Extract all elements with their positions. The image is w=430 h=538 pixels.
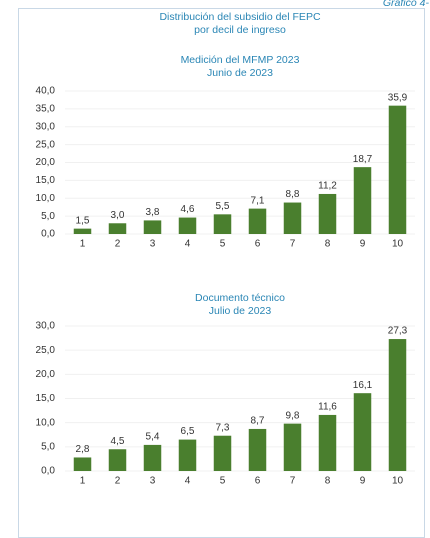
chart-subtitle: Julio de 2023	[209, 305, 272, 317]
y-tick-label: 10,0	[36, 193, 56, 204]
x-tick-label: 10	[392, 476, 404, 487]
x-tick-label: 10	[392, 239, 404, 250]
bar	[248, 428, 267, 471]
x-tick-label: 9	[360, 476, 366, 487]
y-tick-label: 15,0	[36, 393, 56, 404]
bar	[248, 208, 267, 234]
y-tick-label: 10,0	[36, 417, 56, 428]
x-tick-label: 4	[185, 239, 191, 250]
x-tick-label: 1	[80, 476, 86, 487]
y-tick-label: 20,0	[36, 369, 56, 380]
x-tick-label: 9	[360, 239, 366, 250]
value-label: 2,8	[76, 444, 90, 455]
bar	[108, 449, 127, 471]
bar	[143, 444, 162, 471]
bar	[108, 223, 127, 234]
chart-title: Documento técnico	[195, 292, 285, 304]
x-tick-label: 4	[185, 476, 191, 487]
value-label: 16,1	[353, 380, 373, 391]
y-tick-label: 35,0	[36, 104, 56, 115]
bar	[143, 220, 162, 234]
value-label: 11,6	[318, 402, 337, 413]
value-label: 6,5	[181, 426, 195, 437]
value-label: 35,9	[388, 92, 408, 103]
y-tick-label: 5,0	[41, 441, 55, 452]
value-label: 5,4	[146, 432, 160, 443]
bar	[388, 339, 407, 471]
y-tick-label: 25,0	[36, 345, 56, 356]
value-label: 4,5	[111, 436, 125, 447]
y-tick-label: 30,0	[36, 321, 56, 332]
bar	[318, 193, 337, 234]
x-tick-label: 3	[150, 239, 156, 250]
bar	[353, 167, 372, 234]
x-tick-label: 6	[255, 239, 261, 250]
value-label: 8,7	[251, 416, 265, 427]
bar	[283, 202, 302, 234]
figure-label: Gráfico 4-	[383, 0, 430, 9]
bar	[73, 228, 92, 234]
value-label: 18,7	[353, 154, 373, 165]
x-tick-label: 2	[115, 239, 121, 250]
bar	[213, 214, 232, 234]
value-label: 27,3	[388, 326, 408, 337]
x-tick-label: 2	[115, 476, 121, 487]
value-label: 1,5	[76, 215, 90, 226]
y-tick-label: 0,0	[41, 229, 55, 240]
value-label: 3,8	[146, 207, 160, 218]
y-tick-label: 15,0	[36, 175, 56, 186]
x-tick-label: 6	[255, 476, 261, 487]
value-label: 3,0	[111, 210, 125, 221]
value-label: 7,1	[251, 195, 265, 206]
y-tick-label: 5,0	[41, 211, 55, 222]
x-tick-label: 7	[290, 239, 296, 250]
x-tick-label: 1	[80, 239, 86, 250]
value-label: 8,8	[286, 189, 300, 200]
chart-title: Medición del MFMP 2023	[181, 54, 300, 66]
bar	[213, 435, 232, 471]
y-tick-label: 25,0	[36, 139, 56, 150]
y-tick-label: 20,0	[36, 157, 56, 168]
value-label: 9,8	[286, 410, 300, 421]
value-label: 4,6	[181, 204, 195, 215]
y-tick-label: 40,0	[36, 86, 56, 97]
y-tick-label: 0,0	[41, 466, 55, 477]
x-tick-label: 3	[150, 476, 156, 487]
x-tick-label: 8	[325, 239, 331, 250]
bar	[353, 393, 372, 471]
chart-subtitle: Junio de 2023	[207, 67, 273, 79]
bar	[73, 457, 92, 471]
bar	[178, 217, 197, 234]
y-tick-label: 30,0	[36, 121, 56, 132]
x-tick-label: 5	[220, 476, 226, 487]
value-label: 11,2	[318, 181, 337, 192]
bar	[178, 439, 197, 471]
x-tick-label: 5	[220, 239, 226, 250]
bar	[318, 414, 337, 471]
bar	[283, 423, 302, 471]
subtitle: por decil de ingreso	[194, 24, 286, 36]
bar	[388, 105, 407, 234]
x-tick-label: 8	[325, 476, 331, 487]
x-tick-label: 7	[290, 476, 296, 487]
value-label: 7,3	[216, 422, 230, 433]
title: Distribución del subsidio del FEPC	[159, 11, 320, 23]
value-label: 5,5	[216, 201, 230, 212]
